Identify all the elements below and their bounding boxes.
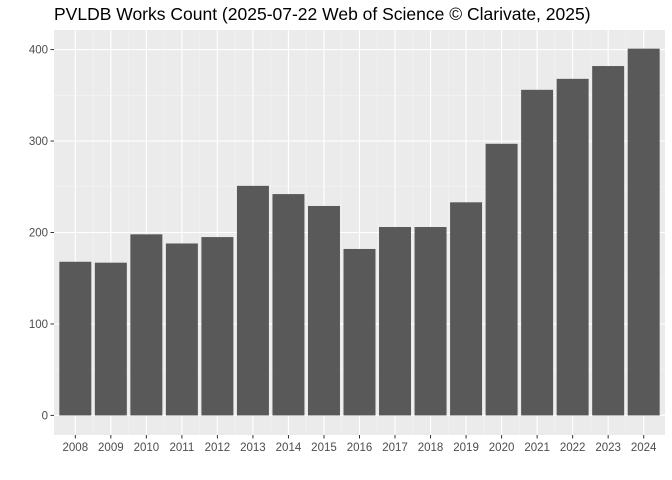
bar-2015 (307, 205, 340, 416)
bar-2017 (379, 227, 412, 416)
x-tick-label: 2010 (134, 442, 160, 454)
bar-2012 (201, 237, 234, 416)
x-tick-label: 2018 (418, 442, 444, 454)
y-tick-label: 0 (42, 410, 48, 422)
x-tick-label: 2015 (311, 442, 337, 454)
bar-2009 (94, 262, 127, 416)
x-tick-label: 2020 (489, 442, 515, 454)
bar-2021 (521, 89, 554, 416)
x-tick-label: 2017 (382, 442, 408, 454)
bar-2011 (165, 243, 198, 416)
bar-2010 (130, 234, 163, 416)
x-tick-label: 2009 (98, 442, 124, 454)
bar-2016 (343, 248, 376, 416)
x-tick-label: 2019 (453, 442, 479, 454)
bar-2019 (450, 202, 483, 416)
bar-2008 (59, 261, 92, 416)
x-tick-label: 2024 (631, 442, 657, 454)
x-tick-label: 2021 (524, 442, 550, 454)
chart-title: PVLDB Works Count (2025-07-22 Web of Sci… (54, 4, 591, 24)
bar-2014 (272, 194, 305, 416)
x-tick-label: 2008 (63, 442, 89, 454)
y-axis: 0 100 200 300 400 (29, 45, 54, 422)
x-tick-label: 2022 (560, 442, 586, 454)
bars (59, 48, 660, 416)
y-tick-label: 400 (29, 45, 48, 57)
x-tick-label: 2014 (276, 442, 302, 454)
bar-2022 (556, 78, 589, 416)
x-tick-label: 2011 (170, 442, 195, 454)
x-tick-label: 2023 (595, 442, 621, 454)
bar-2023 (592, 66, 625, 416)
y-tick-label: 300 (29, 136, 48, 148)
x-tick-label: 2013 (240, 442, 266, 454)
y-tick-label: 200 (29, 228, 48, 240)
x-tick-label: 2012 (205, 442, 231, 454)
bar-2013 (236, 185, 269, 416)
x-axis: 2008 2009 2010 2011 2012 2013 2014 2015 2016 2017… (63, 435, 657, 454)
y-tick-label: 100 (29, 319, 48, 331)
bar-2024 (627, 48, 660, 416)
x-tick-label: 2016 (347, 442, 373, 454)
bar-2020 (485, 143, 518, 416)
bar-2018 (414, 227, 447, 416)
